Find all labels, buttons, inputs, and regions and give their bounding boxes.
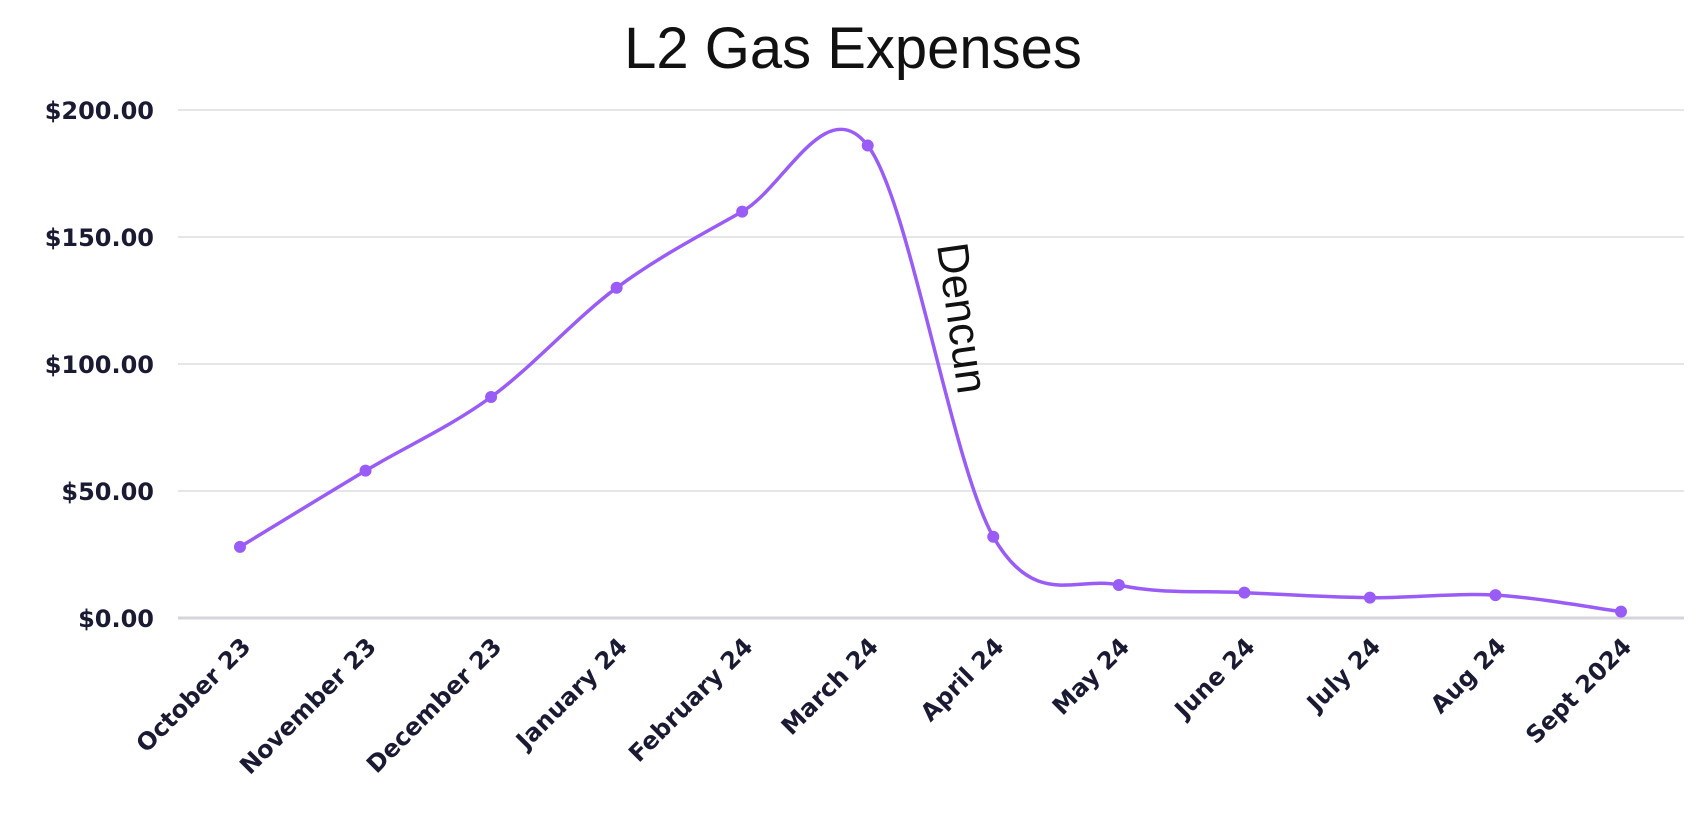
x-tick-label: Sept 2024 (1520, 632, 1637, 749)
y-tick-label: $50.00 (61, 478, 154, 506)
data-point (1489, 589, 1502, 602)
x-tick-label: March 24 (776, 632, 884, 740)
data-point (1238, 586, 1251, 599)
dencun-annotation: Dencun (927, 240, 997, 397)
x-tick-label: May 24 (1047, 632, 1135, 720)
data-point (1615, 605, 1627, 618)
y-tick-label: $100.00 (45, 351, 154, 379)
x-tick-label: February 24 (623, 632, 758, 767)
data-point (987, 530, 1000, 543)
data-points (234, 139, 1627, 618)
x-tick-label: April 24 (915, 632, 1010, 727)
x-tick-label: Aug 24 (1425, 632, 1512, 719)
x-tick-label: December 23 (361, 632, 507, 778)
chart-title: L2 Gas Expenses (624, 16, 1082, 81)
data-point (234, 540, 246, 553)
gridlines (178, 109, 1684, 620)
x-tick-label: January 24 (509, 632, 633, 756)
data-point (1112, 578, 1125, 591)
data-point (610, 281, 623, 294)
x-tick-label: October 23 (131, 632, 257, 758)
x-tick-label: November 23 (234, 632, 381, 779)
data-point (485, 391, 498, 404)
data-point (736, 205, 749, 218)
x-tick-label: June 24 (1168, 632, 1261, 725)
y-tick-label: $150.00 (45, 224, 154, 252)
data-point (1363, 591, 1376, 604)
y-axis-ticks: $0.00 $50.00 $100.00 $150.00 $200.00 (45, 97, 154, 633)
series-line (238, 127, 1623, 614)
y-tick-label: $200.00 (45, 97, 154, 125)
y-tick-label: $0.00 (78, 605, 154, 633)
data-point (359, 464, 372, 477)
data-point (861, 139, 874, 152)
x-tick-label: July 24 (1300, 632, 1386, 718)
